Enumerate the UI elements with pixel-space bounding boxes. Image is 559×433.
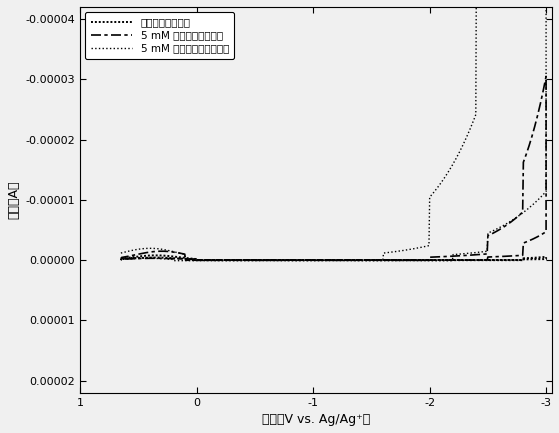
5 mM メチルアクリレート (261, 258, 268, 263)
バックグラウンド (117, 257, 124, 262)
Line: バックグラウンド: バックグラウンド (121, 255, 546, 260)
バックグラウンド (262, 258, 269, 263)
バックグラウンド (503, 257, 509, 262)
Y-axis label: 電流（A）: 電流（A） (7, 181, 20, 219)
5 mM アクリロニトリル (117, 258, 124, 263)
5 mM アクリロニトリル (261, 258, 268, 263)
バックグラウンド (152, 253, 159, 258)
バックグラウンド (193, 258, 200, 263)
5 mM メチルアクリレート (117, 250, 124, 255)
5 mM アクリロニトリル (521, 240, 528, 246)
Legend: バックグラウンド, 5 mM アクリロニトリル, 5 mM メチルアクリレート: バックグラウンド, 5 mM アクリロニトリル, 5 mM メチルアクリレート (86, 12, 234, 59)
バックグラウンド (520, 257, 527, 262)
バックグラウンド (406, 258, 413, 263)
バックグラウンド (117, 256, 124, 261)
X-axis label: 電位（V vs. Ag/Ag⁺）: 電位（V vs. Ag/Ag⁺） (262, 413, 370, 426)
5 mM アクリロニトリル (503, 254, 510, 259)
5 mM アクリロニトリル (404, 258, 411, 263)
5 mM メチルアクリレート (521, 209, 528, 214)
バックグラウンド (232, 258, 239, 263)
Line: 5 mM アクリロニトリル: 5 mM アクリロニトリル (121, 76, 546, 260)
5 mM メチルアクリレート (404, 247, 411, 252)
5 mM アクリロニトリル (117, 258, 124, 263)
5 mM メチルアクリレート (449, 258, 456, 263)
5 mM メチルアクリレート (117, 255, 124, 261)
5 mM アクリロニトリル (487, 232, 494, 237)
5 mM アクリロニトリル (543, 74, 549, 79)
5 mM アクリロニトリル (230, 258, 237, 263)
5 mM メチルアクリレート (503, 221, 510, 226)
Line: 5 mM メチルアクリレート: 5 mM メチルアクリレート (121, 0, 546, 261)
バックグラウンド (488, 258, 495, 263)
5 mM メチルアクリレート (230, 258, 237, 263)
